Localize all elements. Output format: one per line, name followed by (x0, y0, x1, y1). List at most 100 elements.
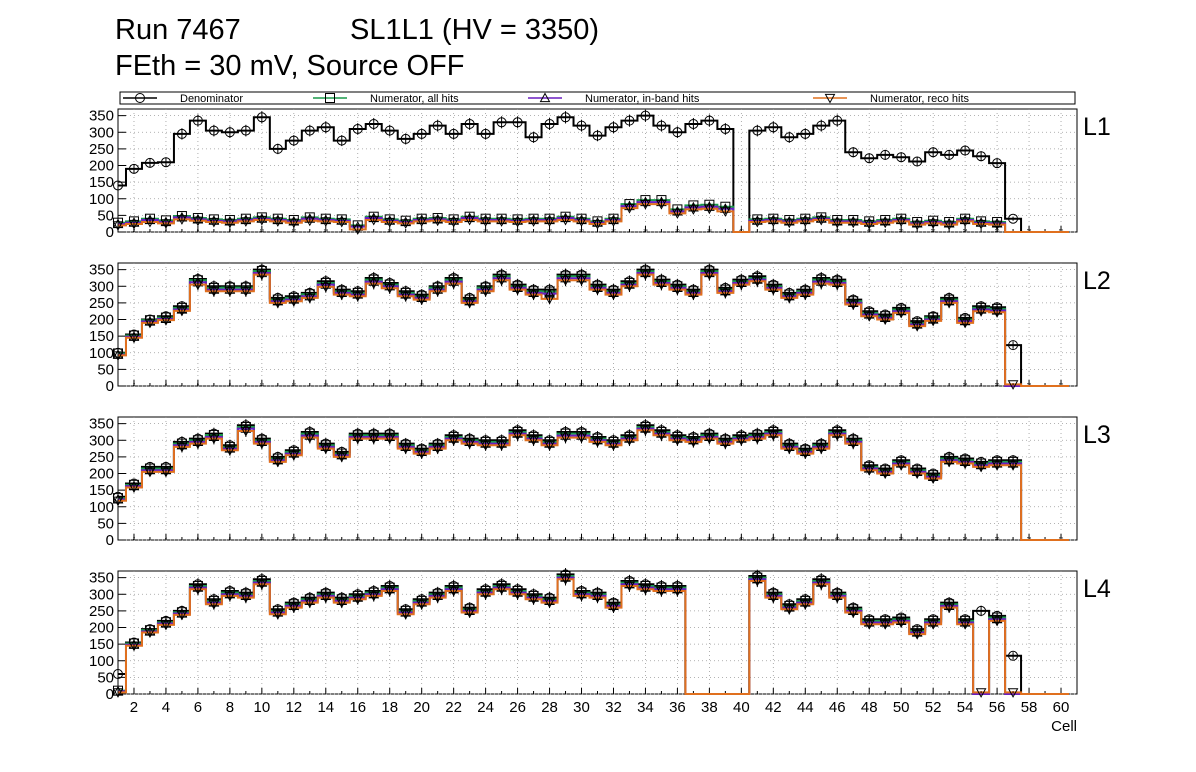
point-reco (815, 279, 827, 290)
y-tick-label: 300 (89, 586, 114, 603)
point-reco (192, 280, 204, 291)
point-reco (432, 593, 444, 604)
x-tick-label: 28 (541, 699, 558, 716)
point-reco (847, 300, 859, 311)
point-reco (144, 217, 156, 228)
point-reco (432, 444, 444, 455)
point-reco (640, 199, 651, 210)
x-tick-label-small: 18 (387, 536, 392, 541)
point-denominator (944, 149, 955, 160)
point-denominator (1008, 650, 1019, 661)
point-reco (144, 467, 156, 478)
point-reco (640, 585, 651, 595)
x-tick-label: 6 (194, 699, 202, 716)
point-reco (688, 290, 699, 301)
point-in_band (783, 215, 795, 226)
point-reco (320, 217, 332, 227)
x-tick-label-small: 18 (387, 228, 392, 233)
x-tick-label-small: 20 (419, 382, 424, 387)
point-reco (208, 217, 220, 228)
x-tick-label: 20 (413, 699, 430, 716)
point-reco (160, 467, 172, 478)
point-reco (464, 439, 475, 450)
point-denominator (240, 125, 251, 136)
x-tick-label-small: 22 (451, 536, 456, 541)
legend-marker-square (325, 93, 335, 103)
point-in_band (863, 217, 875, 227)
x-tick-label-small: 10 (260, 382, 265, 387)
x-tick-label-small: 40 (739, 228, 744, 233)
point-reco (272, 457, 284, 468)
point-reco (560, 575, 571, 585)
x-tick-label-small: 44 (803, 382, 808, 387)
point-reco (847, 439, 859, 450)
point-reco (368, 215, 380, 226)
y-tick-label: 200 (89, 312, 114, 329)
point-denominator (160, 157, 171, 168)
x-tick-label: 42 (765, 699, 782, 716)
y-tick-label: 250 (89, 449, 114, 466)
point-in_band (991, 217, 1003, 228)
point-reco (272, 217, 284, 227)
y-tick-label: 300 (89, 432, 114, 449)
point-reco (975, 307, 987, 317)
point-reco (704, 204, 715, 215)
point-reco (959, 318, 971, 329)
point-reco (176, 306, 188, 317)
point-reco (240, 593, 252, 604)
x-tick-label-small: 44 (803, 228, 808, 233)
x-tick-label-small: 50 (899, 382, 904, 387)
point-reco (624, 581, 635, 592)
x-tick-label-small: 56 (995, 536, 1000, 541)
point-reco (272, 298, 284, 309)
x-tick-label-small: 56 (995, 228, 1000, 233)
x-tick-label-small: 10 (260, 228, 265, 233)
x-tick-label-small: 50 (899, 228, 904, 233)
x-tick-label-small: 28 (547, 228, 552, 233)
x-tick-label-small: 2 (133, 382, 136, 387)
x-tick-label-small: 24 (483, 536, 488, 541)
point-reco (736, 436, 747, 446)
point-reco (448, 279, 459, 290)
point-reco (592, 219, 603, 230)
point-reco (368, 591, 380, 602)
point-reco (799, 449, 811, 460)
point-reco (688, 437, 699, 448)
point-reco (224, 287, 236, 297)
point-reco (416, 295, 428, 306)
point-reco (672, 209, 683, 219)
point-reco (576, 433, 587, 444)
x-tick-label-small: 30 (579, 228, 584, 233)
y-tick-label: 250 (89, 603, 114, 620)
x-tick-label: 54 (957, 699, 974, 716)
legend-label: Denominator (180, 93, 243, 105)
conditions-title: FEth = 30 mV, Source OFF (115, 50, 465, 82)
point-reco (336, 290, 348, 301)
point-reco (879, 620, 891, 630)
point-reco (320, 282, 332, 293)
point-reco (272, 610, 284, 620)
point-in_band (975, 217, 987, 227)
x-tick-label: 14 (317, 699, 334, 716)
x-tick-label-small: 34 (643, 228, 648, 233)
point-in_band (416, 214, 428, 225)
point-reco (512, 217, 523, 228)
x-tick-label-small: 24 (483, 228, 488, 233)
point-reco (831, 280, 843, 291)
point-denominator (656, 120, 667, 131)
point-reco (640, 426, 651, 436)
x-tick-label-small: 32 (611, 536, 616, 541)
point-reco (112, 351, 124, 361)
point-reco (544, 294, 555, 305)
x-tick-label-small: 42 (771, 382, 776, 387)
point-reco (240, 426, 252, 437)
x-tick-label-small: 48 (867, 228, 872, 233)
panel-frame (117, 108, 1078, 233)
point-reco (704, 270, 715, 281)
x-tick-label: 40 (733, 699, 750, 716)
point-reco (176, 442, 188, 453)
y-tick-label: 100 (89, 653, 114, 670)
x-tick-label-small: 2 (133, 228, 136, 233)
x-tick-label-small: 4 (165, 536, 168, 541)
point-reco (384, 434, 396, 445)
